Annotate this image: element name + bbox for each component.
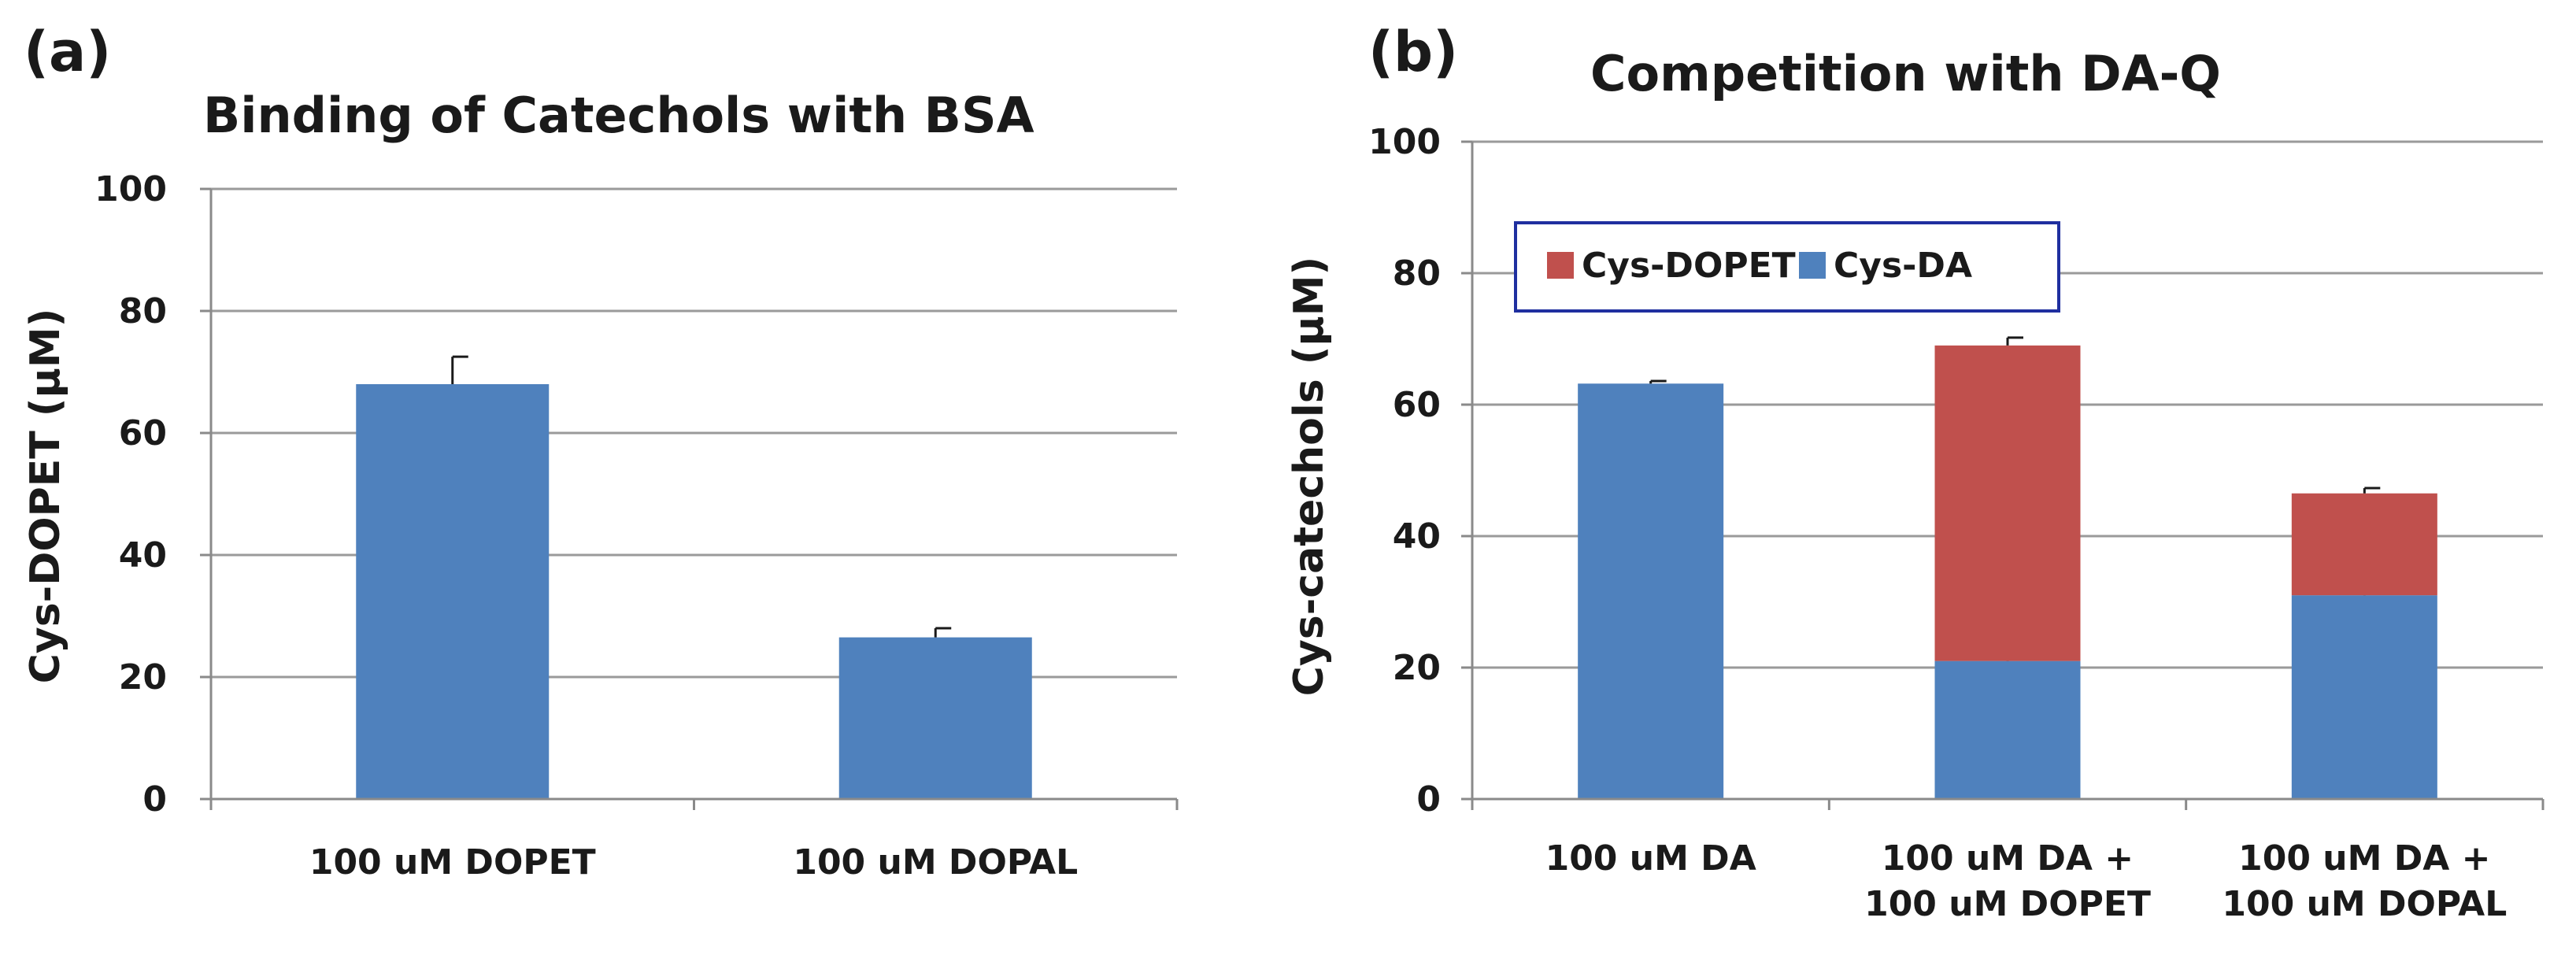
legend-label: Cys-DA (1834, 246, 1972, 286)
legend-swatch (1799, 252, 1826, 279)
y-tick-label: 0 (142, 779, 167, 820)
panel-a-y-axis-label: Cys-DOPET (µM) (22, 309, 69, 684)
error-bar (934, 627, 952, 638)
panel-a-title: Binding of Catechols with BSA (203, 87, 1034, 144)
y-tick-label: 20 (119, 657, 167, 697)
y-tick-label: 20 (1393, 648, 1441, 688)
legend-label: Cys-DOPET (1582, 246, 1796, 286)
legend-swatch (1547, 252, 1574, 279)
panel-a-label: (a) (24, 20, 111, 84)
bar (1934, 345, 2081, 661)
bar (1934, 660, 2081, 799)
y-tick-label: 0 (1416, 779, 1441, 820)
bar (2291, 493, 2437, 596)
y-tick-label: 40 (119, 535, 167, 575)
bar (2291, 595, 2437, 799)
bar (838, 637, 1032, 799)
error-bar (451, 355, 468, 384)
legend-frame (1514, 221, 2060, 313)
y-tick-label: 40 (1393, 516, 1441, 557)
panel-b-label: (b) (1368, 20, 1458, 84)
panel-b-legend: Cys-DOPET Cys-DA (1514, 221, 2060, 313)
error-bar (2363, 487, 2381, 494)
x-tick-label: 100 uM DA (1545, 838, 1756, 879)
y-tick-label: 100 (94, 169, 167, 209)
bar (1578, 383, 1724, 799)
panel-b-title: Competition with DA-Q (1590, 45, 2221, 102)
panel-b-plot: 0 20 40 60 80 100 100 uM DA 100 uM DA +100 uM D… (1368, 122, 2545, 924)
y-tick-label: 100 (1368, 122, 1441, 162)
x-tick-label: 100 uM DA +100 uM DOPET (1864, 838, 2151, 924)
y-tick-label: 60 (1393, 385, 1441, 425)
x-tick-label: 100 uM DA +100 uM DOPAL (2222, 838, 2507, 924)
y-tick-label: 80 (119, 291, 167, 331)
x-tick-label: 100 uM DOPAL (793, 842, 1078, 882)
y-tick-label: 60 (119, 413, 167, 453)
x-tick-label: 100 uM DOPET (309, 842, 596, 882)
bar (356, 384, 550, 799)
error-bar (1649, 379, 1667, 384)
panel-b-y-axis-label: Cys-catechols (µM) (1286, 257, 1333, 697)
panel-a-plot: 0 20 40 60 80 100 100 uM DOPET 100 uM DOPAL (94, 169, 1179, 882)
error-bar (2006, 336, 2023, 346)
y-tick-label: 80 (1393, 253, 1441, 294)
